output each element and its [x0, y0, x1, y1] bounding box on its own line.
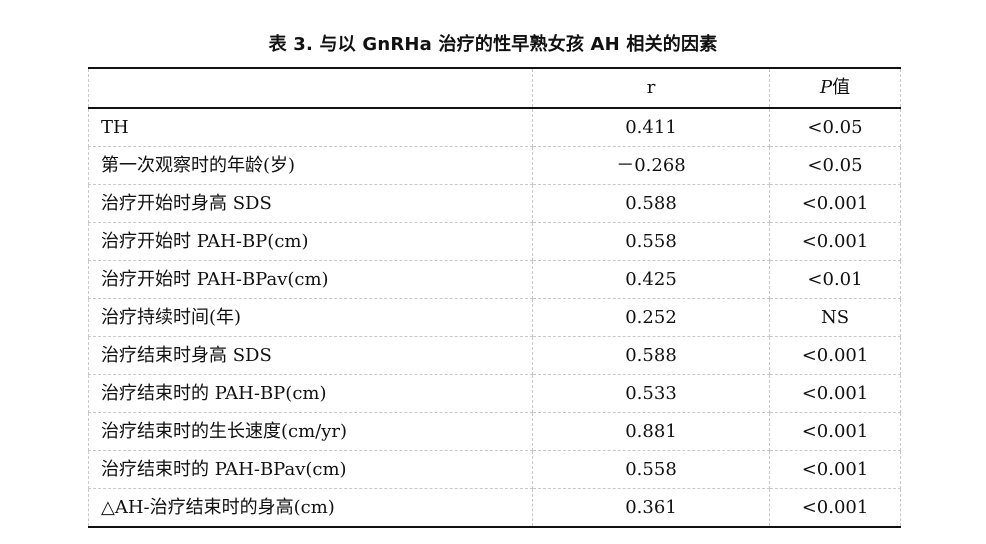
r-value-cell: 0.361 — [532, 488, 770, 528]
p-value-cell: <0.001 — [769, 374, 901, 413]
factors-table: r P值 TH 0.411 <0.05 第一次观察时的年龄(岁) －0.268 <0.05… — [88, 67, 901, 528]
p-value-cell: NS — [769, 298, 901, 337]
p-value-cell: <0.001 — [769, 222, 901, 261]
table-header-row: r P值 — [88, 67, 901, 109]
factor-cell: 治疗开始时身高 SDS — [88, 184, 533, 223]
table-body: TH 0.411 <0.05 第一次观察时的年龄(岁) －0.268 <0.05 治疗开始时… — [88, 108, 901, 528]
factor-cell: 第一次观察时的年龄(岁) — [88, 146, 533, 185]
r-value-cell: －0.268 — [532, 146, 770, 185]
p-value-cell: <0.001 — [769, 336, 901, 375]
table-row: △AH-治疗结束时的身高(cm) 0.361 <0.001 — [88, 488, 901, 528]
table-row: 第一次观察时的年龄(岁) －0.268 <0.05 — [88, 146, 901, 185]
factors-table-container: r P值 TH 0.411 <0.05 第一次观察时的年龄(岁) －0.268 <0.05… — [88, 67, 901, 528]
header-p-suffix: 值 — [832, 77, 851, 98]
table-row: 治疗开始时 PAH-BP(cm) 0.558 <0.001 — [88, 222, 901, 261]
factor-cell: 治疗开始时 PAH-BPav(cm) — [88, 260, 533, 299]
r-value-cell: 0.252 — [532, 298, 770, 337]
factor-cell: 治疗结束时身高 SDS — [88, 336, 533, 375]
table-row: TH 0.411 <0.05 — [88, 108, 901, 147]
header-r: r — [532, 67, 770, 109]
factor-cell: 治疗持续时间(年) — [88, 298, 533, 337]
p-value-cell: <0.001 — [769, 412, 901, 451]
r-value-cell: 0.588 — [532, 336, 770, 375]
factor-cell: 治疗结束时的 PAH-BP(cm) — [88, 374, 533, 413]
factor-cell: △AH-治疗结束时的身高(cm) — [88, 488, 533, 528]
table-row: 治疗结束时的 PAH-BP(cm) 0.533 <0.001 — [88, 374, 901, 413]
factor-cell: 治疗结束时的生长速度(cm/yr) — [88, 412, 533, 451]
table-row: 治疗开始时 PAH-BPav(cm) 0.425 <0.01 — [88, 260, 901, 299]
table-row: 治疗结束时身高 SDS 0.588 <0.001 — [88, 336, 901, 375]
p-value-cell: <0.001 — [769, 184, 901, 223]
r-value-cell: 0.588 — [532, 184, 770, 223]
p-value-cell: <0.01 — [769, 260, 901, 299]
r-value-cell: 0.558 — [532, 222, 770, 261]
table-row: 治疗开始时身高 SDS 0.588 <0.001 — [88, 184, 901, 223]
p-value-cell: <0.001 — [769, 450, 901, 489]
r-value-cell: 0.411 — [532, 108, 770, 147]
r-value-cell: 0.558 — [532, 450, 770, 489]
table-row: 治疗结束时的 PAH-BPav(cm) 0.558 <0.001 — [88, 450, 901, 489]
factor-cell: 治疗开始时 PAH-BP(cm) — [88, 222, 533, 261]
factor-cell: TH — [88, 108, 533, 147]
table-row: 治疗持续时间(年) 0.252 NS — [88, 298, 901, 337]
table-caption: 表 3. 与以 GnRHa 治疗的性早熟女孩 AH 相关的因素 — [268, 34, 718, 55]
table-row: 治疗结束时的生长速度(cm/yr) 0.881 <0.001 — [88, 412, 901, 451]
header-factor — [88, 67, 533, 109]
r-value-cell: 0.881 — [532, 412, 770, 451]
p-value-cell: <0.001 — [769, 488, 901, 528]
r-value-cell: 0.425 — [532, 260, 770, 299]
r-value-cell: 0.533 — [532, 374, 770, 413]
factor-cell: 治疗结束时的 PAH-BPav(cm) — [88, 450, 533, 489]
p-value-cell: <0.05 — [769, 108, 901, 147]
header-p-value: P值 — [769, 67, 901, 109]
header-p-letter: P — [819, 77, 833, 98]
p-value-cell: <0.05 — [769, 146, 901, 185]
